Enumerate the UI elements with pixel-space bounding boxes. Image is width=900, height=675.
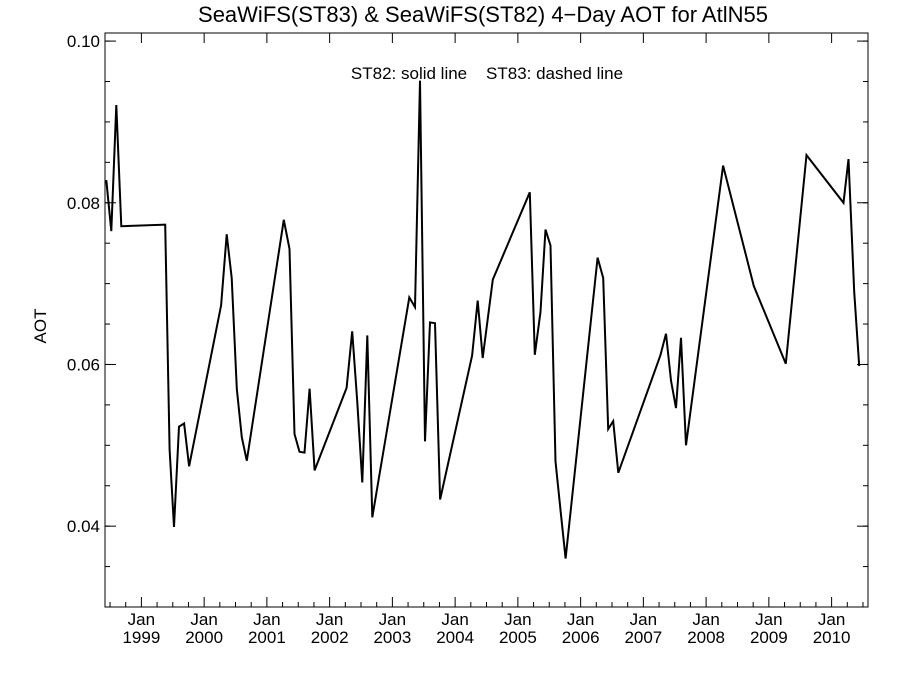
x-tick-label-year: 2005 [499, 628, 537, 647]
x-tick-label-month: Jan [504, 610, 531, 629]
x-tick-label-year: 2010 [813, 628, 851, 647]
x-tick-label-month: Jan [190, 610, 217, 629]
x-tick-label-month: Jan [316, 610, 343, 629]
y-tick-label: 0.10 [67, 32, 100, 51]
x-tick-label-month: Jan [253, 610, 280, 629]
x-tick-label-month: Jan [567, 610, 594, 629]
y-tick-label: 0.06 [67, 355, 100, 374]
x-tick-label-month: Jan [692, 610, 719, 629]
x-tick-labels: Jan1999Jan2000Jan2001Jan2002Jan2003Jan20… [122, 610, 850, 647]
line-style-annotation: ST82: solid line ST83: dashed line [351, 64, 623, 83]
x-tick-label-year: 2000 [185, 628, 223, 647]
y-tick-labels: 0.04 0.06 0.08 0.10 [67, 32, 100, 536]
chart-title: SeaWiFS(ST83) & SeaWiFS(ST82) 4−Day AOT … [198, 2, 768, 27]
x-tick-label-month: Jan [818, 610, 845, 629]
plot-frame [104, 32, 869, 608]
x-tick-label-year: 2003 [373, 628, 411, 647]
x-tick-label-year: 2009 [750, 628, 788, 647]
x-tick-label-year: 2007 [624, 628, 662, 647]
x-tick-label-month: Jan [441, 610, 468, 629]
x-tick-label-year: 2002 [311, 628, 349, 647]
x-tick-label-year: 1999 [122, 628, 160, 647]
y-tick-label: 0.04 [67, 517, 100, 536]
x-tick-label-year: 2008 [687, 628, 725, 647]
x-tick-label-month: Jan [755, 610, 782, 629]
series-line-solid [105, 80, 861, 559]
axis-ticks [105, 33, 868, 608]
x-tick-label-month: Jan [128, 610, 155, 629]
x-tick-label-year: 2001 [248, 628, 286, 647]
x-tick-label-year: 2004 [436, 628, 474, 647]
x-tick-label-month: Jan [630, 610, 657, 629]
x-tick-label-month: Jan [379, 610, 406, 629]
y-axis-label: AOT [31, 309, 50, 344]
y-tick-label: 0.08 [67, 194, 100, 213]
x-tick-label-year: 2006 [562, 628, 600, 647]
series-layer [105, 80, 861, 559]
